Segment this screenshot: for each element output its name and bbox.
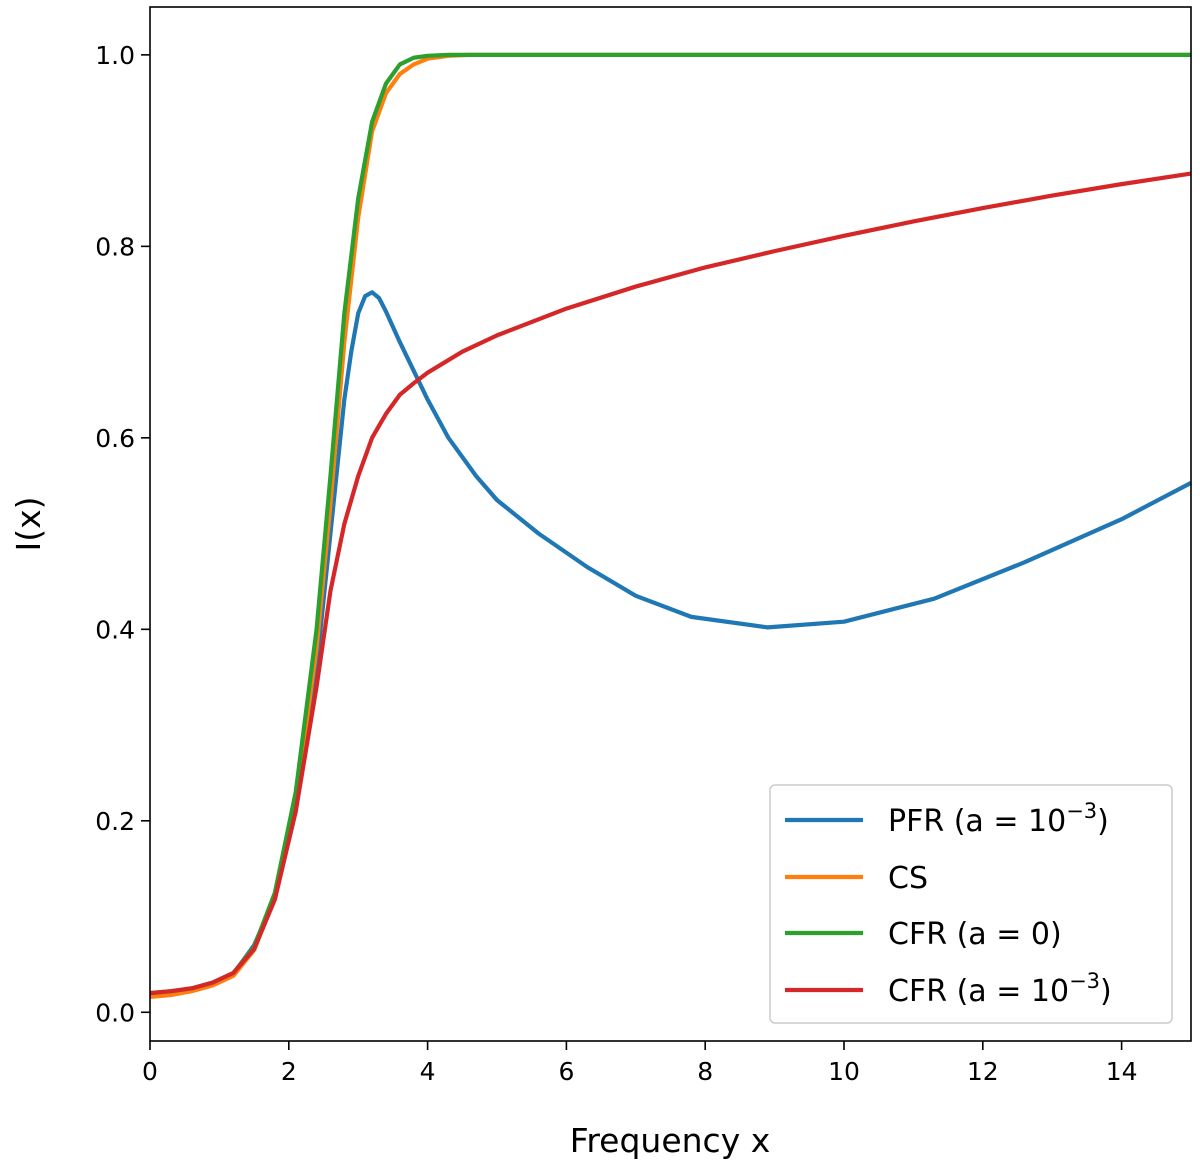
x-axis-label: Frequency x	[570, 1121, 771, 1160]
y-tick-label: 0.4	[95, 615, 135, 644]
x-tick-label: 0	[142, 1057, 158, 1086]
y-tick-label: 0.2	[95, 807, 135, 836]
x-tick-label: 2	[281, 1057, 297, 1086]
y-tick-label: 1.0	[95, 41, 135, 70]
series-layer	[149, 52, 1192, 1000]
legend-label-2: CFR (a = 0)	[888, 917, 1062, 952]
legend-label-1: CS	[888, 861, 928, 896]
series-line-3	[149, 171, 1192, 996]
legend: PFR (a = 10−3) CS CFR (a = 0) CFR (a = 10−3…	[769, 784, 1173, 1024]
y-tick-label: 0.6	[95, 424, 135, 453]
legend-label-0: PFR (a = 10−3)	[888, 799, 1109, 839]
x-tick-label: 4	[420, 1057, 436, 1086]
x-tick-label: 8	[697, 1057, 713, 1086]
plot-area-frame	[149, 6, 1192, 1042]
y-tick-label: 0.0	[95, 998, 135, 1027]
legend-box	[769, 784, 1173, 1024]
legend-label-3: CFR (a = 10−3)	[888, 969, 1112, 1009]
y-tick-label: 0.8	[95, 232, 135, 261]
y-axis-label: I(x)	[9, 496, 48, 551]
x-tick-label: 12	[967, 1057, 999, 1086]
x-tick-label: 6	[558, 1057, 574, 1086]
x-tick-label: 14	[1106, 1057, 1138, 1086]
x-tick-label: 10	[828, 1057, 860, 1086]
ticks-layer: 0 2 4 6 8 10 12 14 0.0 0.2 0.4 0.6 0.8 1.0	[95, 41, 1137, 1086]
